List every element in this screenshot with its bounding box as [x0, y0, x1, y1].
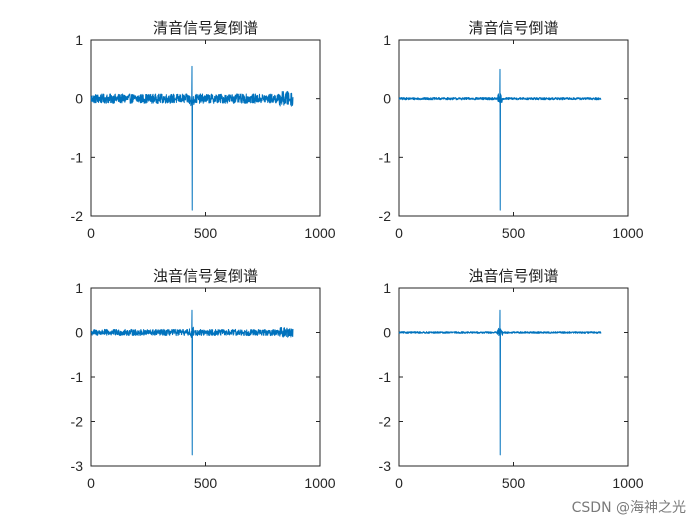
x-tick-label: 1000	[612, 475, 643, 491]
subplot-title: 清音信号复倒谱	[153, 19, 258, 37]
axes-box	[398, 287, 629, 467]
series-line	[398, 309, 602, 456]
subplot-2: 清音信号倒谱 0 500 1000 1 0 -1 -2	[379, 19, 644, 241]
subplot-1: 清音信号复倒谱 0 500 1000 1 0 -1 -2	[71, 19, 336, 241]
y-tick-label: 0	[383, 91, 391, 107]
y-tick-label: -3	[379, 458, 392, 474]
y-tick-label: 1	[383, 32, 391, 48]
subplot-title: 浊音信号倒谱	[468, 267, 558, 285]
y-tick-label: -1	[71, 149, 84, 165]
y-tick-label: 1	[75, 280, 83, 296]
x-tick-label: 0	[395, 475, 403, 491]
subplot-3: 浊音信号复倒谱 0 500 1000 1 0 -1 -2 -3	[71, 267, 336, 491]
y-tick-label: 1	[75, 32, 83, 48]
x-tick-label: 500	[194, 475, 218, 491]
y-tick-label: -2	[379, 208, 392, 224]
subplot-4: 浊音信号倒谱 0 500 1000 1 0 -1 -2 -3	[379, 267, 644, 491]
subplot-title: 浊音信号复倒谱	[153, 267, 258, 285]
series-line	[90, 65, 294, 211]
axes-box	[90, 39, 321, 217]
y-tick-label: -1	[379, 369, 392, 385]
x-tick-label: 1000	[612, 225, 643, 241]
y-tick-label: 1	[383, 280, 391, 296]
watermark-text: CSDN @海神之光	[571, 500, 686, 516]
y-tick-label: -2	[71, 208, 84, 224]
x-tick-label: 0	[87, 475, 95, 491]
axes-box	[90, 287, 321, 467]
x-tick-label: 500	[502, 225, 526, 241]
y-tick-label: -2	[71, 414, 84, 430]
x-tick-label: 0	[87, 225, 95, 241]
x-tick-label: 0	[395, 225, 403, 241]
y-tick-label: 0	[75, 325, 83, 341]
x-tick-label: 1000	[304, 475, 335, 491]
x-tick-label: 1000	[304, 225, 335, 241]
subplot-title: 清音信号倒谱	[468, 19, 558, 37]
y-tick-label: -3	[71, 458, 84, 474]
y-tick-label: 0	[75, 91, 83, 107]
x-tick-label: 500	[194, 225, 218, 241]
y-tick-label: 0	[383, 325, 391, 341]
y-tick-label: -1	[379, 149, 392, 165]
y-tick-label: -1	[71, 369, 84, 385]
series-line	[398, 68, 602, 211]
y-tick-label: -2	[379, 414, 392, 430]
x-tick-label: 500	[502, 475, 526, 491]
axes-box	[398, 39, 629, 217]
series-line	[90, 309, 294, 456]
